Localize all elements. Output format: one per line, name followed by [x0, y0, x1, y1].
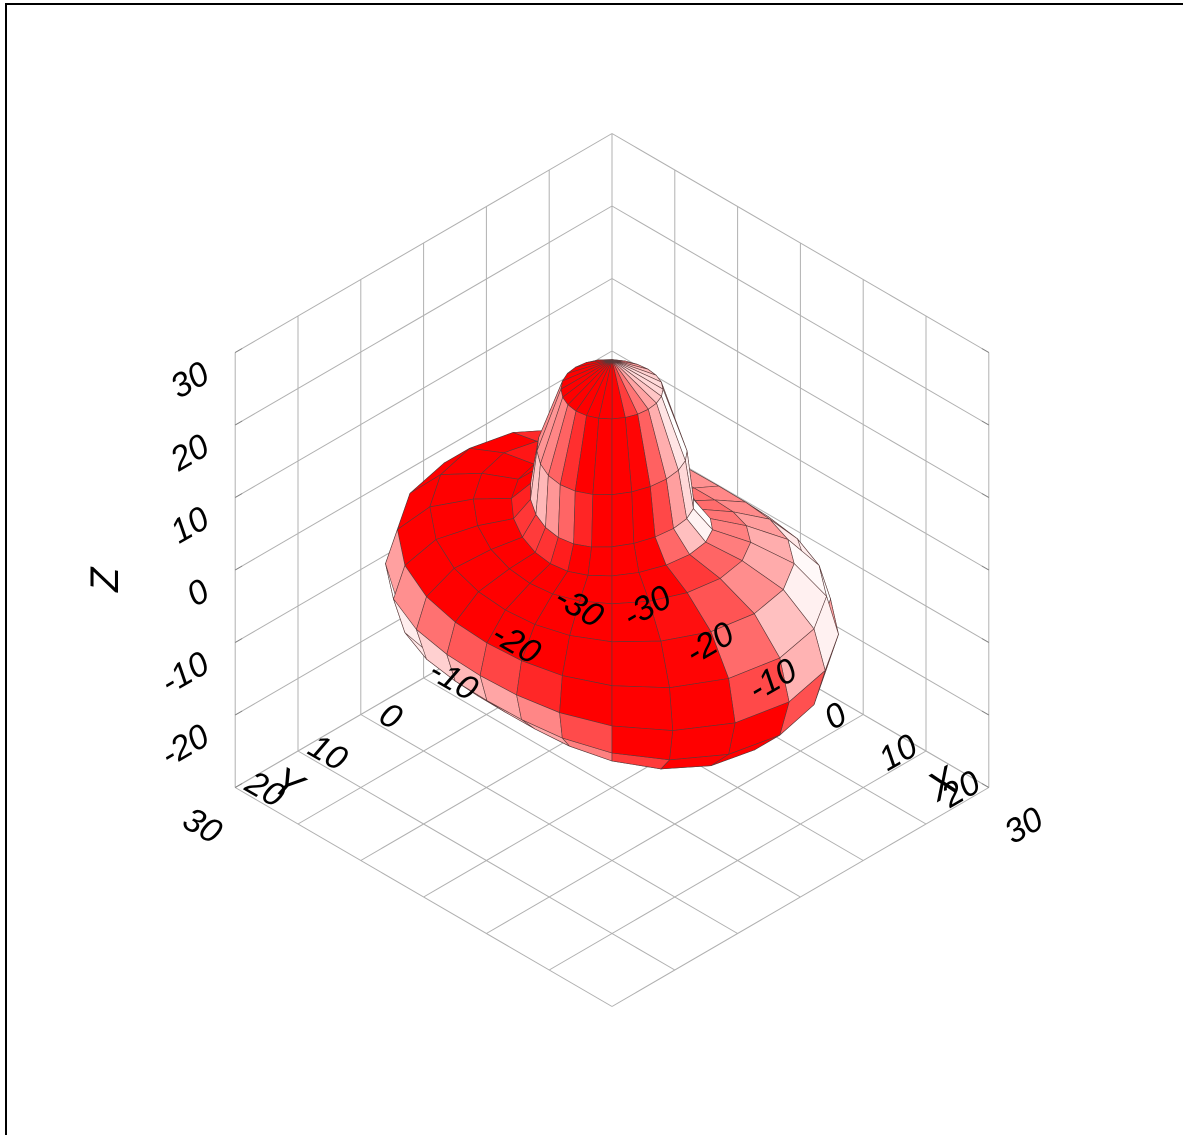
- tick-mark: [234, 710, 243, 716]
- surface-patch: [611, 725, 674, 761]
- grid-line: [360, 714, 738, 934]
- surface-patch: [611, 685, 674, 731]
- surface-patch: [587, 546, 613, 577]
- tick-mark: [234, 638, 243, 643]
- z-tick-label: 20: [163, 427, 216, 479]
- tick-mark: [981, 493, 990, 498]
- surface-plot: [385, 359, 839, 770]
- x-tick-label: 30: [998, 800, 1050, 852]
- grid-line: [234, 278, 613, 498]
- surface-patch: [611, 543, 640, 577]
- z-tick-label: -10: [154, 644, 216, 702]
- z-axis-label: Z: [83, 566, 127, 593]
- chart-canvas: -30-20-100102030-30-20-100102030-20-1001…: [83, 133, 1050, 1007]
- tick-mark: [981, 710, 990, 716]
- tick-mark: [981, 783, 990, 788]
- chart-frame: -30 -20 -10 0 10 20 30 -30 -20 -10 0 10 20 30 -20 -10 0 1…: [5, 3, 1183, 1135]
- grid-line: [234, 133, 613, 353]
- grid-line: [611, 278, 990, 498]
- grid-line: [611, 133, 990, 353]
- z-tick-label: -20: [154, 717, 216, 775]
- surface-patch: [669, 678, 736, 731]
- grid-line: [297, 750, 676, 971]
- surface-patch: [573, 490, 594, 548]
- surface-patch: [557, 484, 576, 545]
- tick-mark: [234, 493, 243, 498]
- y-tick-label: 0: [373, 695, 408, 737]
- tick-mark: [234, 565, 243, 571]
- surface-patch: [591, 494, 613, 548]
- tick-mark: [981, 638, 990, 643]
- surface-patch: [611, 491, 635, 548]
- tick-marks: [234, 348, 990, 788]
- y-tick-label: 30: [176, 800, 228, 852]
- axis-box-grid: [234, 133, 990, 1007]
- tick-mark: [234, 783, 243, 788]
- z-tick-label: 30: [164, 354, 216, 406]
- tick-mark: [981, 348, 990, 353]
- tick-mark: [981, 420, 990, 426]
- z-tick-label: 10: [164, 499, 216, 551]
- grid-line: [234, 350, 613, 571]
- tick-mark: [981, 565, 990, 571]
- grid-line: [234, 787, 613, 1007]
- x-tick-label: 0: [818, 695, 853, 737]
- grid-line: [234, 205, 613, 426]
- surface-patch: [545, 474, 561, 538]
- z-tick-label: 0: [180, 572, 215, 614]
- grid-line: [423, 677, 801, 898]
- x-tick-label: 10: [872, 727, 924, 779]
- grid-line: [611, 350, 990, 571]
- grid-line: [611, 205, 990, 426]
- tick-mark: [234, 348, 243, 353]
- tick-mark: [234, 420, 243, 426]
- surface-patch: [611, 640, 670, 689]
